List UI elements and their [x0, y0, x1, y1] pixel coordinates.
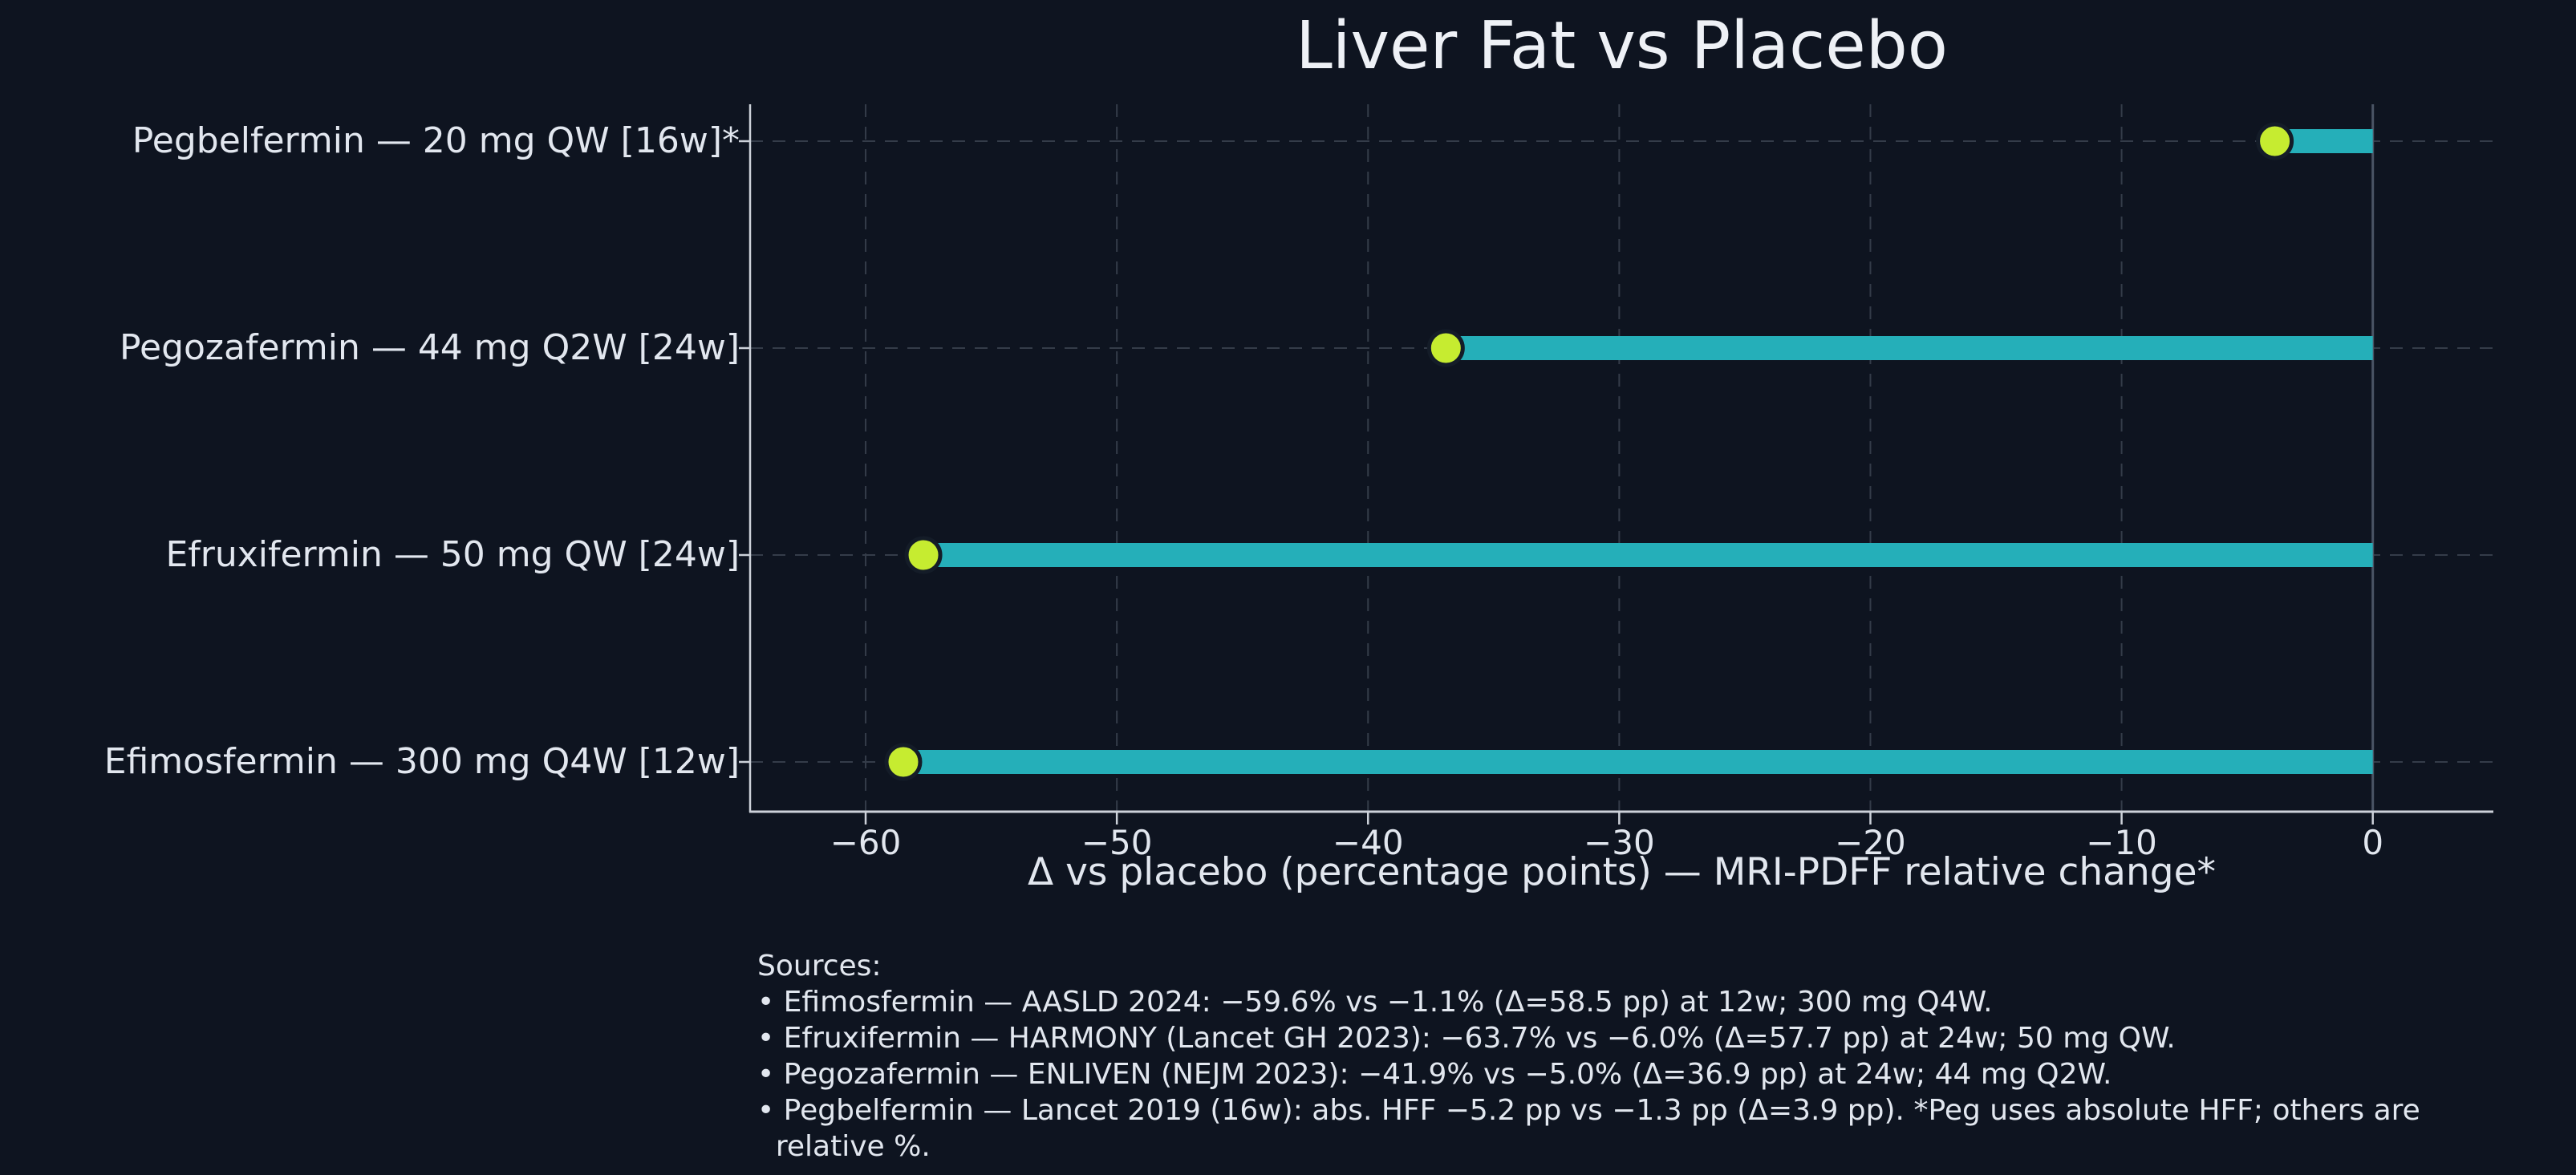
- x-axis-tick-label: −30: [1584, 823, 1655, 862]
- x-axis-tick-label: −40: [1332, 823, 1404, 862]
- x-axis-tick-label: 0: [2362, 823, 2384, 862]
- footnote-line: Sources:: [757, 950, 882, 983]
- footnote-line: relative %.: [757, 1130, 931, 1163]
- y-axis-category-label: Efimosfermin — 300 mg Q4W [12w]: [103, 741, 740, 782]
- y-axis-category-label: Efruxifermin — 50 mg QW [24w]: [165, 534, 740, 575]
- x-axis-tick-label: −20: [1835, 823, 1906, 862]
- value-marker: [884, 743, 923, 781]
- x-axis-tick-label: −50: [1081, 823, 1153, 862]
- chart-title: Liver Fat vs Placebo: [1296, 8, 1948, 84]
- stem-bar: [923, 543, 2373, 567]
- footnote-line: • Efruxifermin — HARMONY (Lancet GH 2023…: [757, 1022, 2176, 1055]
- y-axis-category-label: Pegbelfermin — 20 mg QW [16w]*: [132, 120, 740, 161]
- sources-footnote: Sources: • Efimosfermin — AASLD 2024: −5…: [757, 948, 2570, 1165]
- value-marker: [904, 536, 943, 574]
- footnote-line: • Efimosfermin — AASLD 2024: −59.6% vs −…: [757, 986, 1993, 1019]
- stem-bar: [1446, 336, 2373, 360]
- x-axis-tick-label: −10: [2086, 823, 2157, 862]
- stem-bar: [903, 750, 2373, 774]
- x-axis-tick-label: −60: [830, 823, 902, 862]
- y-axis-category-label: Pegozafermin — 44 mg Q2W [24w]: [120, 327, 740, 368]
- x-axis-title: Δ vs placebo (percentage points) — MRI-P…: [1028, 850, 2216, 894]
- footnote-line: • Pegozafermin — ENLIVEN (NEJM 2023): −4…: [757, 1058, 2112, 1091]
- value-marker: [1426, 329, 1465, 367]
- value-marker: [2256, 122, 2294, 160]
- footnote-line: • Pegbelfermin — Lancet 2019 (16w): abs.…: [757, 1094, 2420, 1127]
